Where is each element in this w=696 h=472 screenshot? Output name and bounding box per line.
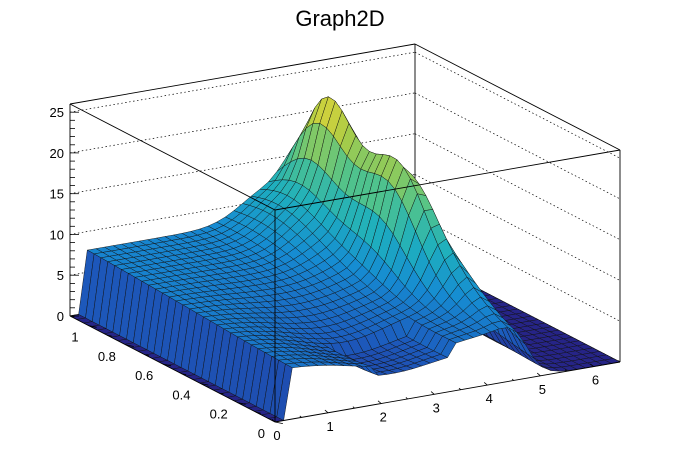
- y-tick-label: 0.2: [210, 407, 228, 422]
- x-tick-mark: [430, 391, 435, 395]
- y-tick-mark: [88, 325, 97, 328]
- y-tick-mark: [200, 383, 209, 386]
- z-tick-label: 5: [57, 268, 64, 283]
- box-edge-top-front: [274, 149, 621, 211]
- z-tick-label: 10: [50, 228, 64, 243]
- y-tick-mark: [107, 334, 112, 337]
- x-tick-mark: [536, 372, 541, 377]
- x-tick-mark: [377, 400, 382, 404]
- x-tick-mark: [271, 418, 276, 423]
- y-tick-mark: [219, 392, 224, 395]
- y-tick-mark: [69, 315, 75, 318]
- y-tick-label: 0.6: [135, 368, 153, 383]
- x-tick-mark: [405, 397, 408, 400]
- x-tick-mark: [564, 369, 568, 372]
- z-tick-label: 15: [50, 187, 64, 202]
- gridline-z-right: [414, 133, 621, 241]
- gridline-z-right: [414, 92, 621, 200]
- surface-mesh: [69, 96, 621, 423]
- y-tick-label: 0.4: [172, 388, 190, 403]
- x-tick-mark: [324, 409, 329, 414]
- y-tick-mark: [125, 344, 134, 347]
- box-edge-top-back: [69, 43, 416, 105]
- y-tick-mark: [237, 402, 246, 405]
- x-tick-label: 0: [273, 428, 280, 443]
- gridline-z-right: [414, 174, 621, 281]
- y-tick-label: 0: [258, 426, 265, 441]
- box-edge-top-right: [414, 43, 621, 151]
- gridline-z-right: [414, 214, 621, 322]
- gridline-z-right: [414, 51, 621, 159]
- x-tick-mark: [352, 406, 355, 409]
- x-tick-mark: [590, 363, 594, 367]
- z-tick-label: 25: [50, 105, 64, 120]
- y-tick-mark: [181, 373, 187, 376]
- x-tick-label: 6: [592, 373, 599, 388]
- x-tick-label: 2: [380, 410, 387, 425]
- box-edge-top-left: [69, 103, 276, 211]
- x-tick-mark: [483, 382, 488, 386]
- x-tick-mark: [458, 387, 462, 391]
- gridline-z-back: [69, 51, 416, 113]
- gridline-z-back: [69, 92, 416, 154]
- y-tick-mark: [163, 363, 172, 367]
- box-edge-floor-left: [69, 315, 276, 423]
- x-tick-label: 1: [326, 419, 333, 434]
- z-tick-label: 20: [50, 146, 64, 161]
- x-tick-mark: [299, 415, 302, 418]
- y-tick-label: 0.8: [98, 349, 116, 364]
- x-tick-label: 4: [486, 391, 493, 406]
- x-tick-mark: [618, 360, 621, 363]
- y-tick-mark: [144, 354, 149, 356]
- x-tick-label: 5: [539, 382, 546, 397]
- y-tick-mark: [274, 421, 283, 424]
- chart-title: Graph2D: [295, 6, 384, 31]
- x-tick-mark: [511, 378, 515, 381]
- y-tick-mark: [256, 412, 261, 414]
- z-tick-label: 0: [57, 309, 64, 324]
- front-box: [69, 103, 621, 423]
- x-tick-label: 3: [433, 400, 440, 415]
- y-tick-label: 1: [71, 330, 78, 345]
- box-edge-floor-front: [274, 361, 621, 423]
